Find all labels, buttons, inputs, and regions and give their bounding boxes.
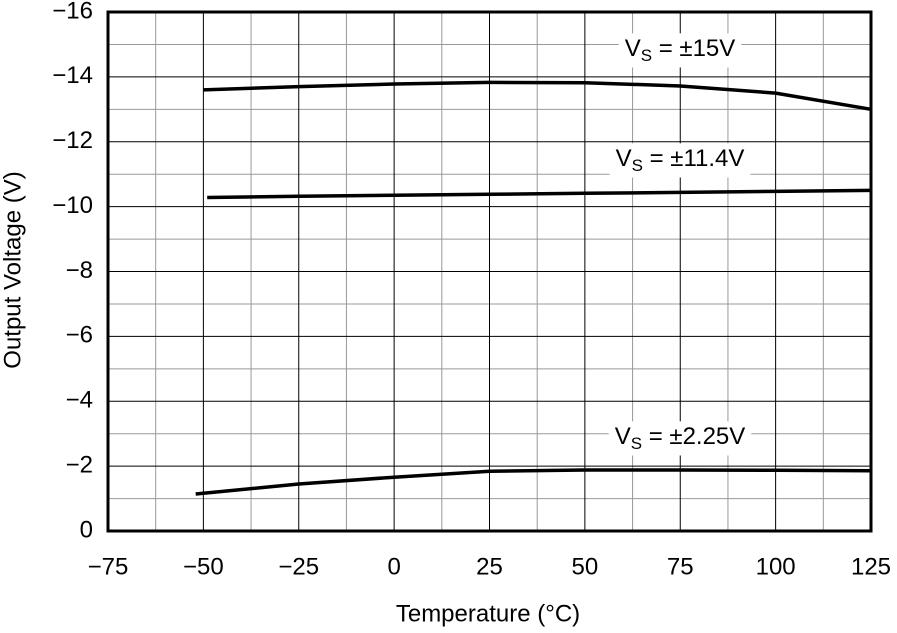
label-rest: = ±15V	[652, 35, 735, 62]
series-label-bg	[609, 143, 751, 178]
y-axis-label: Output Voltage (V)	[0, 171, 26, 368]
label-rest: = ±11.4V	[643, 145, 744, 172]
y-tick-label: −14	[52, 62, 93, 89]
label-main: V	[615, 423, 631, 450]
series-label: VS = ±2.25V	[615, 423, 746, 453]
label-main: V	[625, 35, 641, 62]
label-main: V	[616, 145, 632, 172]
label-sub: S	[632, 156, 643, 175]
x-axis-label: Temperature (°C)	[396, 600, 580, 627]
series-label-bg	[618, 33, 742, 68]
series-label-bg	[608, 421, 752, 456]
y-tick-label: −12	[52, 127, 93, 154]
x-tick-label: 50	[572, 553, 599, 580]
y-tick-label: −6	[66, 322, 93, 349]
y-tick-label: −4	[66, 387, 93, 414]
x-tick-label: −75	[88, 553, 129, 580]
label-sub: S	[641, 46, 652, 65]
x-tick-label: −25	[278, 553, 319, 580]
y-tick-label: −8	[66, 257, 93, 284]
series-label: VS = ±15V	[625, 35, 736, 65]
label-rest: = ±2.25V	[642, 423, 745, 450]
y-tick-label: 0	[80, 516, 93, 543]
series-line	[203, 80, 872, 112]
y-tick-label: −2	[66, 451, 93, 478]
x-tick-label: 125	[851, 553, 891, 580]
series-line	[207, 188, 872, 200]
y-tick-label: −16	[52, 0, 93, 24]
x-tick-label: 0	[387, 553, 400, 580]
x-tick-label: 75	[667, 553, 694, 580]
series-line	[195, 468, 872, 496]
label-sub: S	[631, 434, 642, 453]
plot-frame	[106, 10, 873, 533]
x-tick-label: 100	[756, 553, 796, 580]
y-tick-label: −10	[52, 192, 93, 219]
series-label: VS = ±11.4V	[616, 145, 745, 175]
x-tick-label: 25	[476, 553, 503, 580]
x-tick-label: −50	[183, 553, 224, 580]
